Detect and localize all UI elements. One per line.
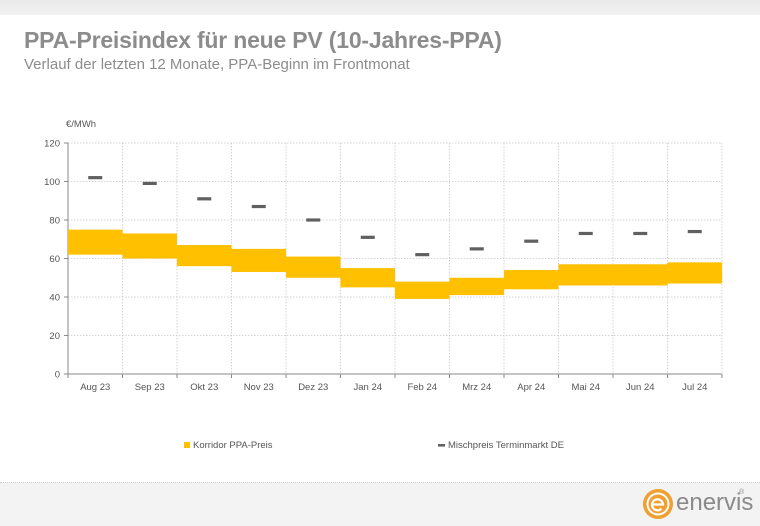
legend-label-corridor: Korridor PPA-Preis xyxy=(193,440,273,451)
corridor-bar xyxy=(177,245,232,267)
x-tick-label: Sep 23 xyxy=(135,382,165,393)
top-band xyxy=(0,0,760,15)
y-tick-label: 120 xyxy=(44,139,60,150)
mischpreis-marker xyxy=(197,197,212,201)
x-tick-label: Jun 24 xyxy=(626,382,655,393)
legend-label-mischpreis: Mischpreis Terminmarkt DE xyxy=(448,440,564,451)
legend-swatch-mischpreis xyxy=(438,444,445,447)
footer-band xyxy=(0,482,760,526)
y-unit-label: €/MWh xyxy=(66,119,96,130)
corridor-bar xyxy=(395,281,450,299)
corridor-bar xyxy=(613,264,668,286)
y-tick-label: 40 xyxy=(49,293,60,304)
x-tick-label: Aug 23 xyxy=(80,382,110,393)
mischpreis-marker xyxy=(251,204,266,209)
x-tick-label: Mrz 24 xyxy=(462,382,491,393)
corridor-bar xyxy=(504,270,559,290)
enervis-e-logo-icon xyxy=(643,489,673,519)
x-tick-label: Nov 23 xyxy=(244,382,274,393)
x-tick-label: Jan 24 xyxy=(353,382,382,393)
y-tick-label: 100 xyxy=(44,177,60,188)
page-title: PPA-Preisindex für neue PV (10-Jahres-PP… xyxy=(24,27,502,53)
mischpreis-marker xyxy=(524,239,539,243)
corridor-bar xyxy=(340,268,395,288)
x-tick-label: Mai 24 xyxy=(571,382,600,393)
mischpreis-marker xyxy=(306,218,321,222)
x-tick-label: Dez 23 xyxy=(298,382,328,393)
legend-swatch-corridor xyxy=(184,442,190,448)
mischpreis-marker xyxy=(142,181,157,186)
page-subtitle: Verlauf der letzten 12 Monate, PPA-Begin… xyxy=(24,56,410,73)
y-tick-label: 60 xyxy=(49,254,60,265)
x-tick-label: Jul 24 xyxy=(682,382,707,393)
mischpreis-marker xyxy=(415,253,430,257)
mischpreis-marker xyxy=(469,247,484,251)
x-tick-label: Okt 23 xyxy=(190,382,218,393)
mischpreis-marker xyxy=(360,235,375,239)
corridor-bar xyxy=(231,248,286,272)
y-tick-label: 0 xyxy=(55,370,60,381)
y-tick-label: 80 xyxy=(49,216,60,227)
mischpreis-marker xyxy=(578,231,593,236)
x-tick-label: Apr 24 xyxy=(517,382,545,393)
logo-text: enervis xyxy=(676,489,754,516)
mischpreis-marker xyxy=(633,231,648,236)
ppa-price-chart: 0 20 40 60 80 100 120 €/MWh Aug 23 Sep 23 Okt 23 No… xyxy=(44,119,723,451)
mischpreis-marker xyxy=(88,176,103,180)
corridor-bar xyxy=(558,264,613,286)
corridor-bar xyxy=(122,233,177,259)
corridor-bar xyxy=(667,262,722,284)
corridor-bar xyxy=(68,229,123,255)
x-tick-label: Feb 24 xyxy=(407,382,437,393)
y-tick-label: 20 xyxy=(49,331,60,342)
mischpreis-marker xyxy=(687,229,702,234)
enervis-logo: enervis ® xyxy=(642,488,754,520)
corridor-bar xyxy=(286,256,341,278)
logo-registered-mark: ® xyxy=(739,489,745,496)
corridor-bar xyxy=(449,277,504,296)
